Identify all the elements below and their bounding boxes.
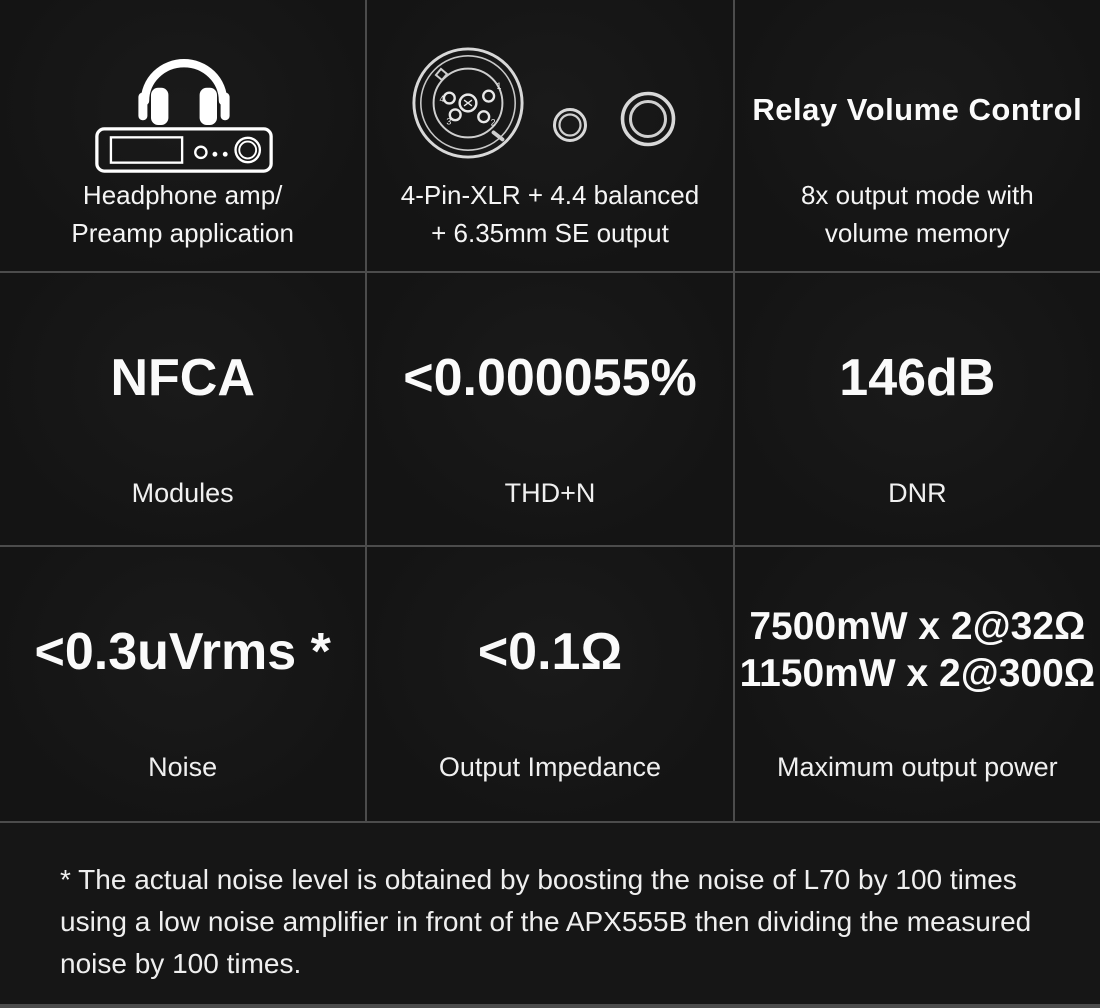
cell-max-power: 7500mW x 2@32Ω 1150mW x 2@300Ω Maximum o… — [734, 547, 1100, 821]
svg-text:3: 3 — [447, 117, 452, 127]
cell-application: Headphone amp/ Preamp application — [0, 0, 366, 271]
cell-outputs: 1 2 3 4 — [367, 0, 733, 271]
jack-6-35mm-icon — [619, 90, 677, 148]
headphones-icon — [124, 42, 244, 130]
cell-nfca-modules: NFCA Modules — [0, 273, 366, 545]
nfca-value: NFCA — [110, 349, 255, 407]
cell-output-impedance: <0.1Ω Output Impedance — [367, 547, 733, 821]
outputs-icon-area: 1 2 3 4 — [367, 0, 732, 178]
footnote-line2: using a low noise amplifier in front of … — [60, 906, 1032, 937]
outputs-caption-line1: 4-Pin-XLR + 4.4 balanced — [400, 180, 700, 210]
noise-value: <0.3uVrms * — [34, 623, 331, 681]
cell-thdn: <0.000055% THD+N — [367, 273, 733, 545]
relay-volume-caption: 8x output mode with volume memory — [735, 176, 1100, 252]
thdn-label: THD+N — [504, 478, 596, 508]
impedance-value: <0.1Ω — [477, 623, 623, 681]
thdn-value: <0.000055% — [403, 349, 697, 407]
relay-caption-line2: volume memory — [824, 218, 1010, 248]
application-caption: Headphone amp/ Preamp application — [0, 176, 365, 252]
cell-relay-volume: Relay Volume Control 8x output mode with… — [734, 0, 1100, 271]
svg-text:2: 2 — [491, 118, 496, 128]
cell-noise: <0.3uVrms * Noise — [0, 547, 366, 821]
impedance-label: Output Impedance — [438, 752, 662, 782]
dnr-value: 146dB — [839, 349, 996, 407]
application-icon-area — [0, 0, 365, 178]
spec-grid: Headphone amp/ Preamp application — [0, 0, 1100, 821]
outputs-caption-line2: + 6.35mm SE output — [431, 218, 669, 248]
power-value-line1: 7500mW x 2@32Ω — [749, 605, 1086, 648]
outputs-caption: 4-Pin-XLR + 4.4 balanced + 6.35mm SE out… — [367, 176, 732, 252]
application-caption-line2: Preamp application — [71, 218, 294, 248]
nfca-label: Modules — [131, 478, 234, 508]
svg-text:1: 1 — [497, 81, 502, 91]
relay-caption-line1: 8x output mode with — [800, 180, 1034, 210]
power-label: Maximum output power — [777, 752, 1058, 782]
xlr-4pin-connector-icon: 1 2 3 4 — [409, 44, 527, 162]
svg-text:4: 4 — [440, 94, 445, 104]
relay-volume-heading: Relay Volume Control — [752, 92, 1083, 127]
dnr-label: DNR — [888, 478, 947, 508]
footnote-line3: noise by 100 times. — [60, 948, 302, 979]
noise-label: Noise — [148, 752, 218, 782]
power-value-line2: 1150mW x 2@300Ω — [739, 652, 1096, 695]
application-caption-line1: Headphone amp/ — [82, 180, 283, 210]
power-values: 7500mW x 2@32Ω 1150mW x 2@300Ω — [735, 603, 1100, 697]
amplifier-icon — [95, 127, 273, 173]
jack-4-4mm-icon — [552, 107, 588, 143]
footnote: * The actual noise level is obtained by … — [0, 821, 1100, 1004]
footnote-line1: * The actual noise level is obtained by … — [60, 864, 1017, 895]
cell-dnr: 146dB DNR — [734, 273, 1100, 545]
